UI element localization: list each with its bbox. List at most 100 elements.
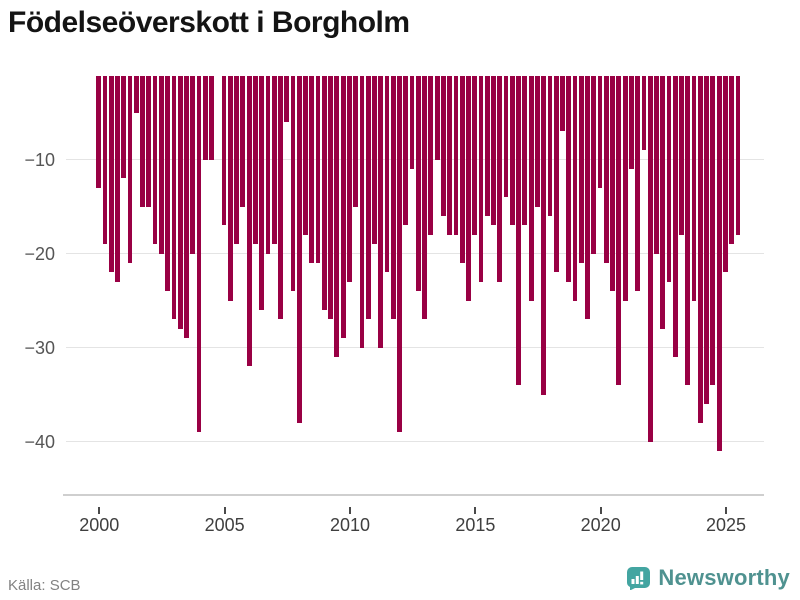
bar — [603, 76, 609, 263]
x-tick-label: 2010 — [329, 515, 371, 535]
bar — [491, 76, 496, 226]
x-axis-line — [63, 494, 764, 496]
bar — [259, 76, 265, 310]
bar — [133, 76, 139, 113]
bar — [654, 76, 659, 254]
bar — [547, 76, 553, 216]
bar — [403, 76, 409, 226]
bar — [591, 76, 597, 254]
bar — [622, 76, 628, 301]
x-tick — [223, 507, 226, 514]
bar — [497, 76, 503, 282]
bar — [723, 76, 728, 273]
bar — [165, 76, 171, 292]
bar — [528, 76, 534, 301]
bar — [509, 76, 515, 226]
bar — [196, 76, 202, 433]
bar — [265, 76, 271, 254]
bar — [146, 76, 152, 207]
bar — [346, 76, 352, 282]
bar — [171, 76, 177, 320]
source-attribution: Källa: SCB — [8, 577, 81, 594]
bar — [628, 76, 634, 169]
bar — [359, 76, 365, 348]
bar — [397, 76, 402, 433]
bar — [466, 76, 471, 301]
bar — [616, 76, 622, 386]
bar — [729, 76, 735, 245]
bar — [115, 76, 120, 282]
gridline — [66, 346, 764, 349]
plot-area — [96, 76, 746, 495]
bar — [704, 76, 709, 404]
bar — [459, 76, 465, 263]
bar — [516, 76, 521, 386]
bar — [227, 76, 233, 301]
bar — [560, 76, 565, 132]
bar — [735, 76, 741, 235]
x-tick-label: 2025 — [706, 515, 747, 535]
x-tick — [474, 507, 477, 514]
bar-chart-bubble-icon — [627, 566, 651, 590]
bar — [121, 76, 127, 179]
bar — [378, 76, 384, 348]
x-tick-label: 2015 — [455, 515, 496, 535]
x-tick — [98, 507, 101, 514]
y-tick-label: −30 — [24, 337, 55, 358]
bar — [290, 76, 296, 292]
bar — [578, 76, 584, 263]
bar — [190, 76, 196, 254]
bar — [566, 76, 572, 282]
x-tick-label: 2020 — [580, 515, 621, 535]
bar — [522, 76, 528, 226]
bar — [240, 76, 246, 207]
bar — [585, 76, 590, 320]
bar — [440, 76, 446, 216]
bar — [365, 76, 371, 320]
bar — [309, 76, 315, 263]
bar — [246, 76, 252, 367]
bar — [635, 76, 641, 292]
bar — [691, 76, 697, 301]
bar — [321, 76, 327, 310]
gridline — [66, 158, 764, 161]
x-tick — [725, 507, 728, 514]
chart-title: Födelseöverskott i Borgholm — [8, 6, 410, 39]
bar — [478, 76, 484, 282]
newsworthy-logo: Newsworthy — [627, 565, 790, 591]
bar — [685, 76, 691, 386]
bar — [541, 76, 547, 395]
bar — [409, 76, 415, 169]
bar — [472, 76, 478, 235]
bar — [177, 76, 183, 329]
bar — [553, 76, 559, 273]
y-tick-label: −20 — [24, 243, 55, 264]
bar — [234, 76, 239, 245]
bar — [672, 76, 678, 357]
x-tick-label: 2000 — [79, 515, 120, 535]
bar — [296, 76, 302, 423]
bar — [353, 76, 359, 207]
bar — [271, 76, 277, 245]
bar — [710, 76, 716, 386]
bar — [334, 76, 340, 357]
bar — [252, 76, 258, 245]
newsworthy-wordmark: Newsworthy — [658, 565, 790, 590]
bar — [340, 76, 346, 339]
bar — [422, 76, 427, 320]
bar — [434, 76, 440, 160]
bar — [140, 76, 145, 207]
bar — [697, 76, 703, 423]
bar — [716, 76, 722, 451]
bar — [660, 76, 666, 329]
bar — [278, 76, 283, 320]
bar — [152, 76, 158, 245]
bar — [453, 76, 459, 235]
bar — [484, 76, 490, 216]
bar — [127, 76, 133, 263]
bar — [102, 76, 108, 245]
bar — [597, 76, 603, 188]
gridline — [66, 440, 764, 443]
bar — [315, 76, 321, 263]
